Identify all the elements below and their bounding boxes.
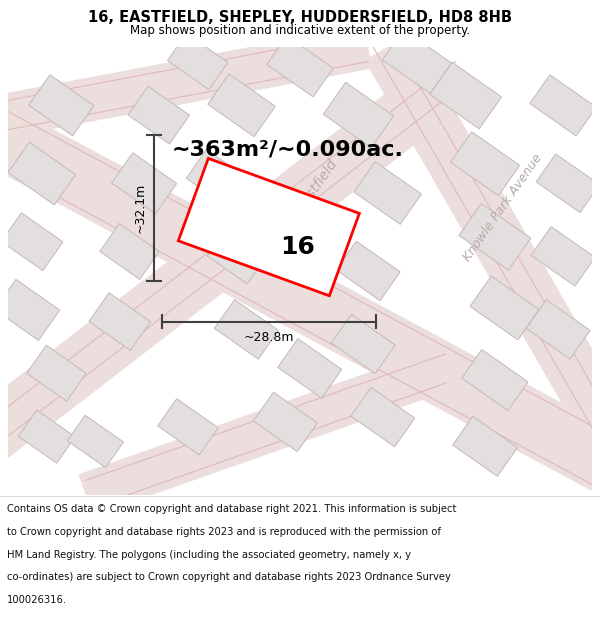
Polygon shape — [158, 399, 218, 455]
Text: 16, EASTFIELD, SHEPLEY, HUDDERSFIELD, HD8 8HB: 16, EASTFIELD, SHEPLEY, HUDDERSFIELD, HD… — [88, 10, 512, 25]
Polygon shape — [128, 86, 190, 144]
Polygon shape — [323, 82, 394, 148]
Polygon shape — [4, 26, 372, 137]
Text: to Crown copyright and database rights 2023 and is reproduced with the permissio: to Crown copyright and database rights 2… — [7, 527, 441, 537]
Polygon shape — [207, 229, 266, 284]
Polygon shape — [459, 204, 531, 270]
Polygon shape — [0, 97, 600, 494]
Polygon shape — [0, 53, 474, 460]
Polygon shape — [79, 348, 454, 516]
Polygon shape — [331, 314, 395, 374]
Polygon shape — [461, 349, 528, 411]
Polygon shape — [452, 416, 517, 476]
Text: HM Land Registry. The polygons (including the associated geometry, namely x, y: HM Land Registry. The polygons (includin… — [7, 549, 411, 559]
Polygon shape — [1, 213, 63, 271]
Text: Map shows position and indicative extent of the property.: Map shows position and indicative extent… — [130, 24, 470, 36]
Text: 100026316.: 100026316. — [7, 595, 67, 605]
Text: co-ordinates) are subject to Crown copyright and database rights 2023 Ordnance S: co-ordinates) are subject to Crown copyr… — [7, 572, 451, 582]
Text: Knowle Park Avenue: Knowle Park Avenue — [461, 151, 545, 264]
Polygon shape — [19, 410, 75, 463]
Text: Contains OS data © Crown copyright and database right 2021. This information is : Contains OS data © Crown copyright and d… — [7, 504, 457, 514]
Polygon shape — [430, 62, 502, 129]
Polygon shape — [536, 154, 599, 212]
Text: ~32.1m: ~32.1m — [134, 182, 147, 232]
Polygon shape — [354, 162, 421, 224]
Polygon shape — [253, 392, 317, 452]
Polygon shape — [451, 132, 520, 196]
Polygon shape — [187, 149, 248, 208]
Polygon shape — [27, 345, 86, 401]
Polygon shape — [67, 415, 124, 468]
Polygon shape — [89, 292, 151, 351]
Text: Eastfield: Eastfield — [295, 157, 340, 214]
Polygon shape — [167, 33, 228, 89]
Text: ~363m²/~0.090ac.: ~363m²/~0.090ac. — [172, 139, 403, 159]
Polygon shape — [530, 75, 596, 136]
Polygon shape — [470, 276, 539, 340]
Polygon shape — [382, 29, 451, 93]
Polygon shape — [531, 227, 595, 286]
Polygon shape — [278, 339, 342, 398]
Polygon shape — [100, 224, 159, 279]
Polygon shape — [267, 36, 333, 97]
Text: ~28.8m: ~28.8m — [244, 331, 294, 344]
Polygon shape — [0, 279, 60, 341]
Polygon shape — [214, 299, 278, 359]
Polygon shape — [364, 34, 600, 450]
Polygon shape — [8, 142, 76, 205]
Polygon shape — [526, 299, 590, 359]
Polygon shape — [178, 158, 359, 296]
Text: 16: 16 — [281, 234, 316, 259]
Polygon shape — [112, 152, 176, 214]
Polygon shape — [351, 388, 415, 447]
Polygon shape — [29, 75, 94, 136]
Polygon shape — [208, 74, 275, 137]
Polygon shape — [336, 241, 400, 301]
